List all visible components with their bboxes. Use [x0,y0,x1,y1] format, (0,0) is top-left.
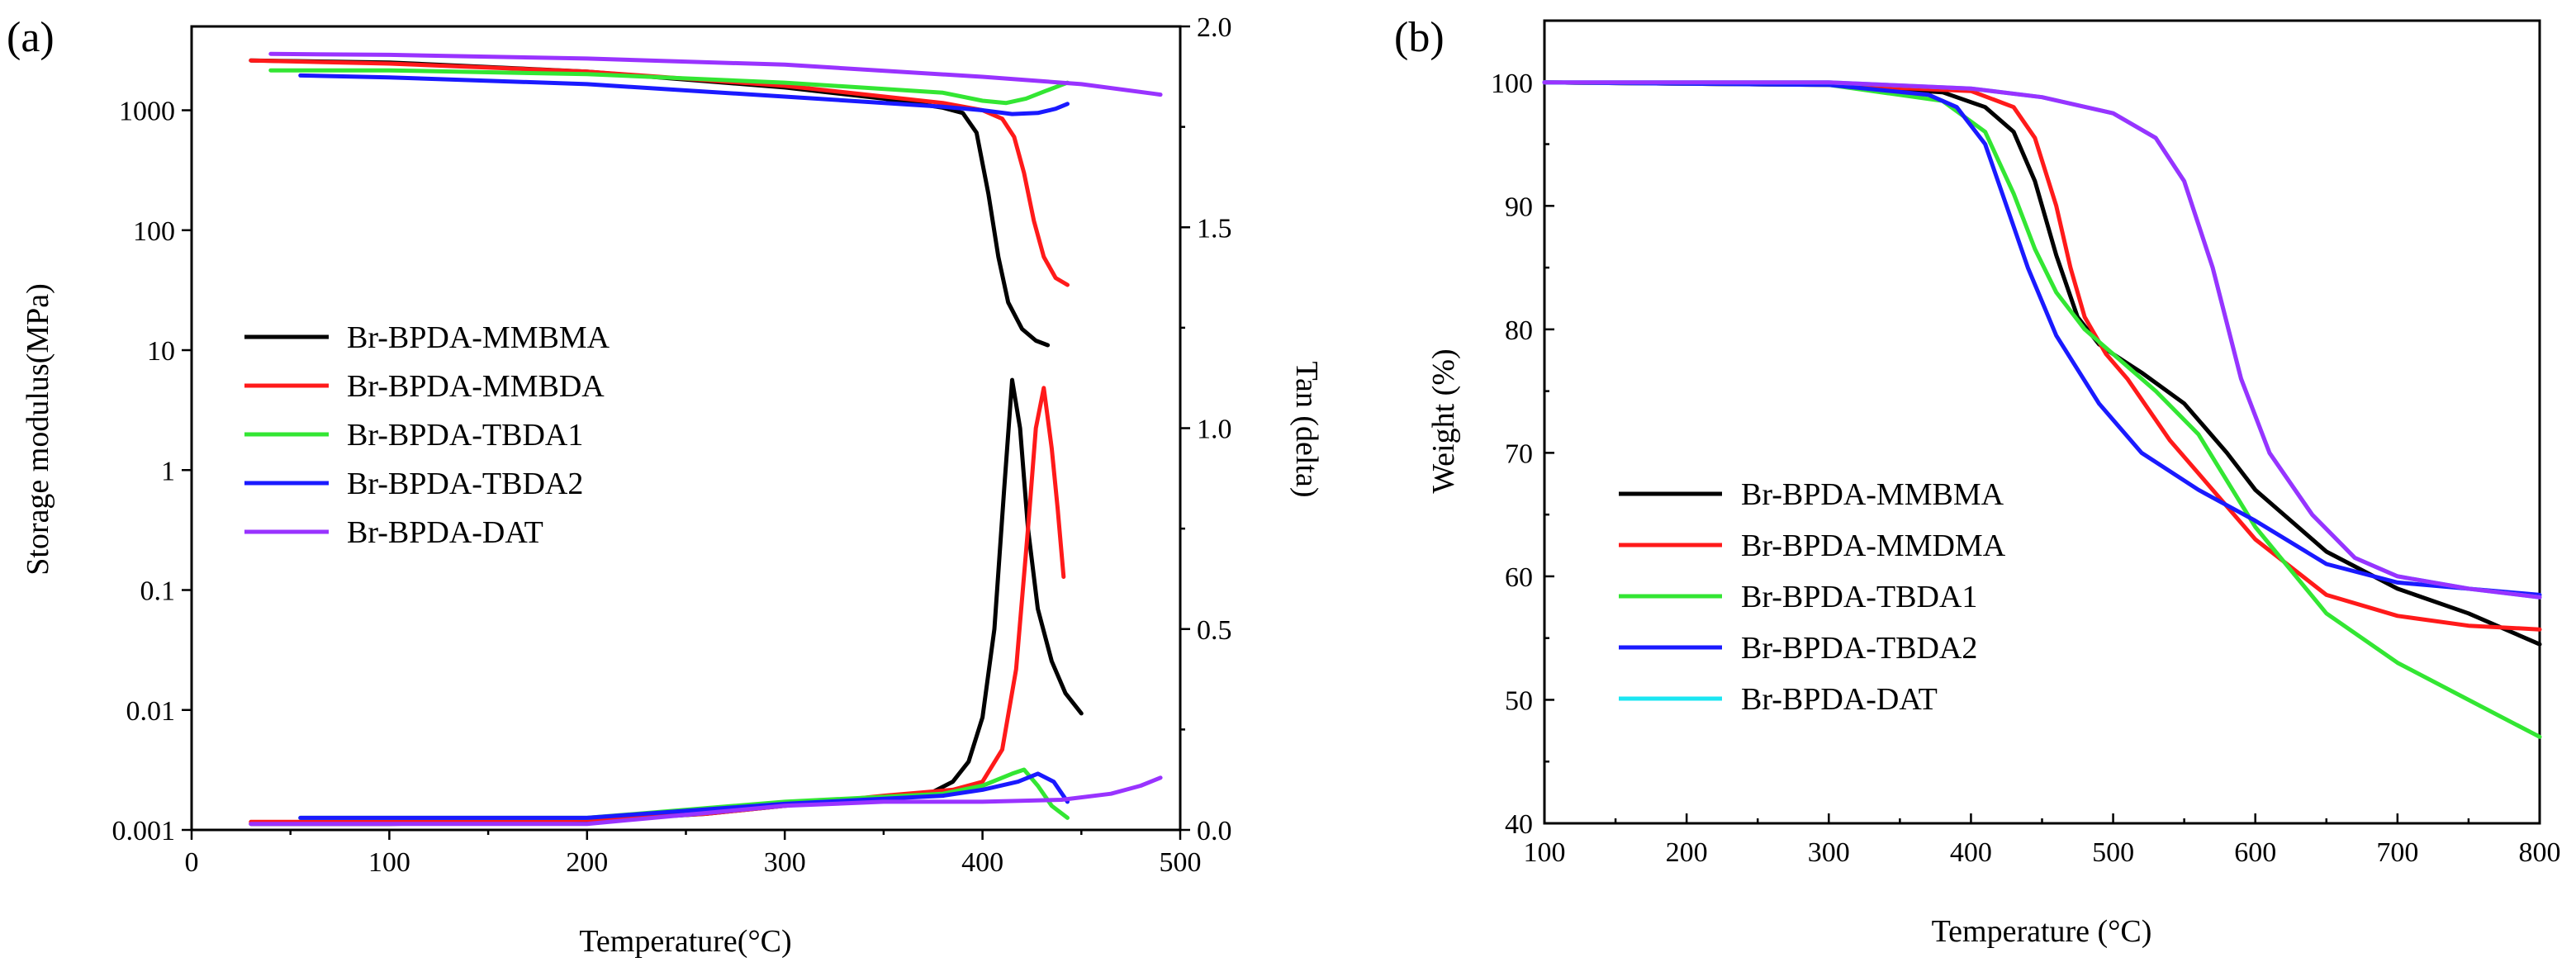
panel-a-series-br-bpda-tbda1 [268,68,1070,106]
panel-a-x-tick-label: 200 [566,847,608,878]
panel-a-x-tick-label: 500 [1160,847,1202,878]
panel-b-y-axis-title: Weight (%) [1426,348,1461,493]
panel-a-dma-chart: (a) 0 100 200 300 400 500 0.001 0.01 0.1 1 10 100 1… [7,12,1324,959]
panel-a-label: (a) [7,14,55,61]
panel-a-y-tick-label: 1 [161,456,175,486]
panel-a-y-tick-label: 0.1 [140,576,176,607]
panel-a-y2-tick-label: 1.0 [1197,415,1232,445]
panel-b-legend-label: Br-BPDA-TBDA2 [1741,631,1977,666]
panel-b-y-tick-label: 80 [1505,315,1533,346]
panel-b-y-tick-label: 50 [1505,685,1533,716]
panel-a-x-axis: 0 100 200 300 400 500 [185,830,1202,878]
panel-b-y-axis: 40 50 60 70 80 90 100 [1491,69,1554,840]
panel-a-y-axis-right: 0.0 0.5 1.0 1.5 2.0 [1180,12,1232,846]
panel-b-x-tick-label: 200 [1666,837,1708,868]
panel-b-legend-label: Br-BPDA-DAT [1741,682,1938,717]
panel-a-y2-axis-title: Tan (delta) [1289,361,1324,497]
panel-a-plot-frame [190,25,1182,832]
panel-b-x-tick-label: 800 [2519,837,2561,868]
panel-a-series-br-bpda-tbda2-tan-delta [298,771,1070,820]
panel-a-y2-tick-label: 0.0 [1197,816,1232,846]
panel-b-x-axis-title: Temperature (°C) [1932,914,2152,949]
panel-a-y-axis-left: 0.001 0.01 0.1 1 10 100 1000 [112,97,192,846]
panel-a-y-tick-label: 100 [133,216,175,247]
panel-a-legend-label: Br-BPDA-MMBDA [347,369,605,404]
panel-a-series-br-bpda-mmbda-tan-delta [249,386,1066,824]
panel-a-y2-tick-label: 2.0 [1197,12,1232,43]
panel-b-plot-frame [1543,19,2541,825]
panel-b-y-tick-label: 60 [1505,562,1533,593]
panel-b-x-tick-label: 400 [1950,837,1992,868]
panel-a-y2-tick-label: 1.5 [1197,213,1232,244]
panel-a-series-br-bpda-dat-tan-delta [249,775,1163,827]
panel-a-legend-label: Br-BPDA-TBDA2 [347,467,583,501]
panel-b-legend-label: Br-BPDA-TBDA1 [1741,580,1977,614]
panel-b-y-tick-label: 100 [1491,69,1533,99]
panel-b-label: (b) [1394,14,1445,61]
panel-b-series-br-bpda-mmdma-red [1542,80,2542,632]
panel-b-y-tick-label: 70 [1505,438,1533,469]
panel-b-legend-label: Br-BPDA-MMDMA [1741,529,2006,563]
panel-b-series-br-bpda-dat-purple [1542,80,2542,600]
panel-a-series-br-bpda-mmbda [249,58,1070,287]
panel-b-y-tick-label: 90 [1505,192,1533,222]
panel-a-x-tick-label: 0 [185,847,199,878]
panel-a-y-tick-label: 0.01 [126,696,176,727]
panel-a-series-br-bpda-dat [268,51,1163,97]
panel-a-series-br-bpda-tbda2 [298,73,1070,116]
panel-a-y-tick-label: 1000 [119,97,175,127]
panel-b-x-tick-label: 600 [2234,837,2276,868]
panel-a-x-axis-title: Temperature(°C) [579,924,791,959]
panel-b-x-tick-label: 700 [2376,837,2418,868]
panel-a-x-tick-label: 400 [961,847,1003,878]
panel-b-tga-chart: (b) 100 200 300 400 500 600 700 800 40 50 60 70 80 9… [1394,14,2561,949]
panel-b-x-tick-label: 100 [1524,837,1566,868]
panel-a-legend-label: Br-BPDA-MMBMA [347,320,610,355]
panel-a-legend: Br-BPDA-MMBMA Br-BPDA-MMBDA Br-BPDA-TBDA1 B… [244,320,610,550]
panel-a-y-tick-label: 0.001 [112,816,176,846]
panel-a-x-tick-label: 100 [368,847,410,878]
panel-a-y2-tick-label: 0.5 [1197,615,1232,646]
panel-b-x-tick-label: 500 [2092,837,2134,868]
panel-b-legend-label: Br-BPDA-MMBMA [1741,477,2004,512]
panel-a-legend-label: Br-BPDA-DAT [347,515,543,550]
panel-b-x-axis: 100 200 300 400 500 600 700 800 [1524,813,2561,868]
panel-a-y-tick-label: 10 [147,336,175,367]
panel-b-legend: Br-BPDA-MMBMA Br-BPDA-MMDMA Br-BPDA-TBDA1 B… [1619,477,2006,717]
panel-a-x-tick-label: 300 [764,847,806,878]
panel-b-y-tick-label: 40 [1505,809,1533,840]
panel-b-series-br-bpda-tbda1-green [1542,80,2542,739]
panel-b-series-group [1542,80,2542,739]
panel-a-legend-label: Br-BPDA-TBDA1 [347,418,583,453]
panel-a-y-axis-title: Storage modulus(MPa) [21,283,55,576]
panel-b-series-br-bpda-tbda2-blue [1542,80,2542,597]
panel-a-series-group [249,51,1163,827]
panel-b-x-tick-label: 300 [1808,837,1850,868]
